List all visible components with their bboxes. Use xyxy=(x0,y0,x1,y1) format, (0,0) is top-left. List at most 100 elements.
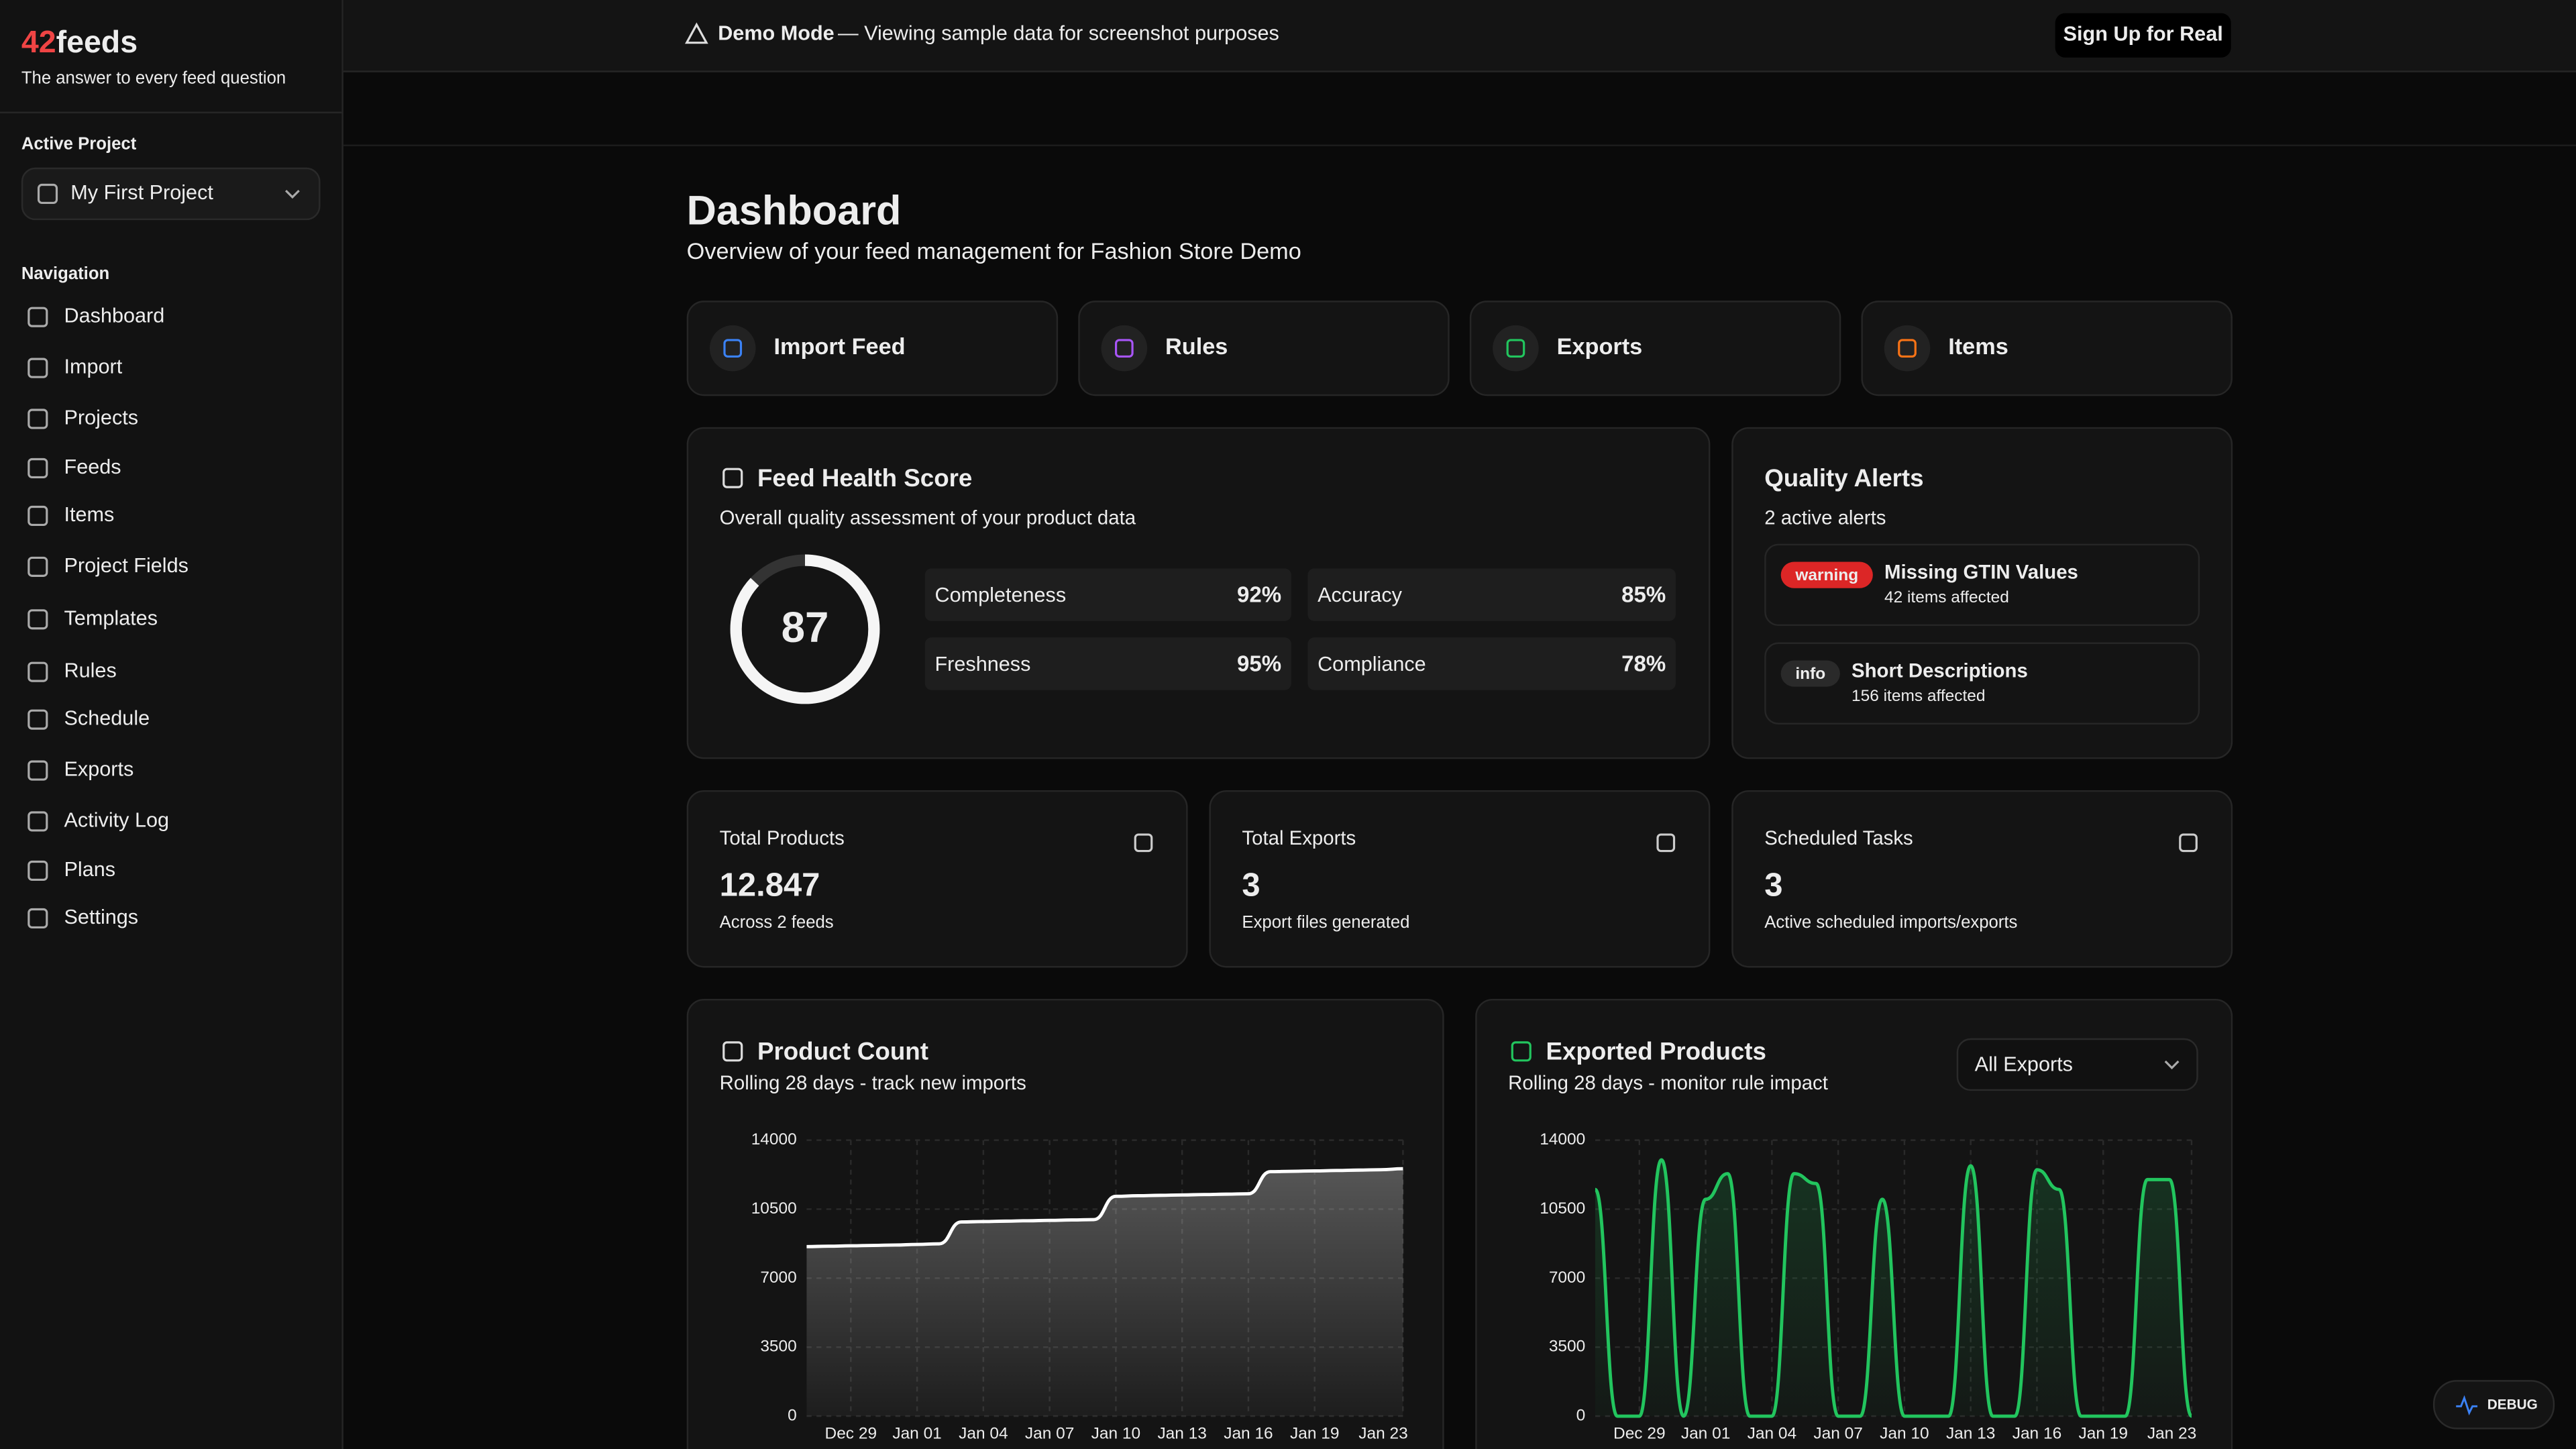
action-icon-bg xyxy=(710,325,756,372)
stat-card xyxy=(1210,791,1709,967)
nav-label: Settings xyxy=(64,906,139,928)
x-tick-label: Jan 23 xyxy=(2147,1424,2196,1442)
metric-value: 95% xyxy=(1237,652,1281,677)
project-name: My First Project xyxy=(70,181,213,204)
alert-detail: 156 items affected xyxy=(1851,687,1986,705)
card-subtitle: Overall quality assessment of your produ… xyxy=(720,507,1136,529)
alert-detail: 42 items affected xyxy=(1884,588,2009,606)
nav-item[interactable] xyxy=(16,399,325,439)
signup-label: Sign Up for Real xyxy=(2063,23,2223,46)
metric-name: Accuracy xyxy=(1318,584,1403,606)
stat-value: 3 xyxy=(1764,867,1782,903)
nav-label: Activity Log xyxy=(64,809,170,832)
stat-detail: Export files generated xyxy=(1242,913,1409,932)
card-title: Feed Health Score xyxy=(757,464,972,492)
metric-value: 78% xyxy=(1621,652,1666,677)
x-tick-label: Jan 16 xyxy=(2012,1424,2061,1442)
y-tick-label: 10500 xyxy=(1540,1199,1585,1218)
brand-name: feeds xyxy=(56,24,138,59)
filter-label: All Exports xyxy=(1975,1053,2073,1075)
action-label: Exports xyxy=(1557,334,1643,360)
x-tick-label: Jan 01 xyxy=(1681,1424,1730,1442)
nav-item[interactable] xyxy=(16,751,325,790)
card-subtitle: 2 active alerts xyxy=(1764,507,1886,529)
nav-item[interactable] xyxy=(16,600,325,639)
nav-label: Dashboard xyxy=(64,305,165,327)
stat-label: Scheduled Tasks xyxy=(1764,827,1913,849)
stat-label: Total Exports xyxy=(1242,827,1356,849)
nav-label: Project Fields xyxy=(64,554,189,577)
y-tick-label: 7000 xyxy=(1549,1269,1585,1287)
nav-label: Exports xyxy=(64,758,134,781)
x-tick-label: Jan 19 xyxy=(1290,1424,1339,1442)
x-tick-label: Dec 29 xyxy=(825,1424,877,1442)
action-label: Items xyxy=(1948,334,2008,360)
x-tick-label: Dec 29 xyxy=(1613,1424,1666,1442)
alert-title: Short Descriptions xyxy=(1851,659,2028,682)
x-tick-label: Jan 10 xyxy=(1091,1424,1140,1442)
x-tick-label: Jan 01 xyxy=(892,1424,941,1442)
stat-detail: Active scheduled imports/exports xyxy=(1764,913,2017,932)
badge-label: warning xyxy=(1794,566,1858,584)
x-tick-label: Jan 16 xyxy=(1224,1424,1273,1442)
nav-label: Feeds xyxy=(64,455,121,478)
x-tick-label: Jan 23 xyxy=(1358,1424,1407,1442)
nav-item[interactable] xyxy=(16,652,325,692)
nav-label: Import xyxy=(64,356,123,378)
x-tick-label: Jan 19 xyxy=(2079,1424,2128,1442)
action-label: Import Feed xyxy=(773,334,905,360)
nav-label: Templates xyxy=(64,606,158,629)
brand-tagline: The answer to every feed question xyxy=(21,68,286,87)
nav-label: Projects xyxy=(64,407,139,429)
action-label: Rules xyxy=(1165,334,1228,360)
metric-name: Compliance xyxy=(1318,653,1426,676)
card-title: Quality Alerts xyxy=(1764,464,1923,492)
brand-accent: 42 xyxy=(21,24,56,59)
nav-item[interactable] xyxy=(16,449,325,488)
metric-value: 85% xyxy=(1621,583,1666,608)
y-tick-label: 3500 xyxy=(760,1338,796,1356)
nav-item[interactable] xyxy=(16,297,325,337)
score-value: 87 xyxy=(782,604,829,651)
x-tick-label: Jan 07 xyxy=(1813,1424,1862,1442)
y-tick-label: 14000 xyxy=(1540,1130,1585,1148)
x-tick-label: Jan 13 xyxy=(1157,1424,1206,1442)
debug-label: DEBUG xyxy=(2487,1397,2538,1413)
section-label: Active Project xyxy=(21,134,137,153)
chart-title: Product Count xyxy=(757,1037,928,1065)
y-tick-label: 0 xyxy=(788,1406,797,1424)
nav-label: Items xyxy=(64,503,115,526)
stat-label: Total Products xyxy=(720,827,845,849)
nav-item[interactable] xyxy=(16,802,325,841)
stat-value: 12.847 xyxy=(720,867,820,903)
metric-name: Freshness xyxy=(934,653,1030,676)
stat-value: 3 xyxy=(1242,867,1260,903)
nav-item[interactable] xyxy=(16,899,325,938)
y-tick-label: 10500 xyxy=(751,1199,797,1218)
action-icon-bg xyxy=(1493,325,1539,372)
section-label: Navigation xyxy=(21,264,109,283)
stat-detail: Across 2 feeds xyxy=(720,913,834,932)
top-bar xyxy=(343,0,2576,70)
x-tick-label: Jan 07 xyxy=(1025,1424,1074,1442)
nav-item[interactable] xyxy=(16,700,325,739)
alert-title: Missing GTIN Values xyxy=(1884,561,2078,583)
metric-name: Completeness xyxy=(934,584,1066,606)
nav-item[interactable] xyxy=(16,851,325,891)
nav-item[interactable] xyxy=(16,496,325,536)
y-tick-label: 0 xyxy=(1576,1406,1586,1424)
nav-label: Rules xyxy=(64,659,117,682)
brand-logo: 42feeds xyxy=(21,24,138,59)
chart-title: Exported Products xyxy=(1546,1037,1766,1065)
nav-item[interactable] xyxy=(16,348,325,388)
x-tick-label: Jan 10 xyxy=(1880,1424,1929,1442)
stat-card xyxy=(1732,791,2231,967)
badge-label: info xyxy=(1795,665,1825,683)
chart-subtitle: Rolling 28 days - monitor rule impact xyxy=(1508,1072,1828,1094)
x-tick-label: Jan 04 xyxy=(1748,1424,1796,1442)
action-icon-bg xyxy=(1884,325,1931,372)
demo-mode: Demo Mode xyxy=(718,22,834,45)
nav-label: Schedule xyxy=(64,707,150,730)
